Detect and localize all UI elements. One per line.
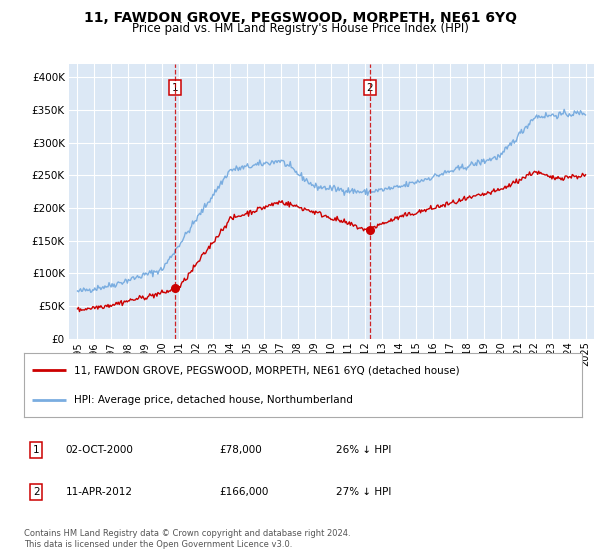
Text: £78,000: £78,000 (220, 445, 262, 455)
Text: 1: 1 (33, 445, 40, 455)
Text: 1: 1 (172, 83, 178, 93)
Text: 26% ↓ HPI: 26% ↓ HPI (337, 445, 392, 455)
Text: 02-OCT-2000: 02-OCT-2000 (66, 445, 134, 455)
Text: 11-APR-2012: 11-APR-2012 (66, 487, 133, 497)
Text: 2: 2 (33, 487, 40, 497)
Text: 2: 2 (367, 83, 373, 93)
Text: HPI: Average price, detached house, Northumberland: HPI: Average price, detached house, Nort… (74, 395, 353, 405)
Text: Price paid vs. HM Land Registry's House Price Index (HPI): Price paid vs. HM Land Registry's House … (131, 22, 469, 35)
Text: 27% ↓ HPI: 27% ↓ HPI (337, 487, 392, 497)
Text: £166,000: £166,000 (220, 487, 269, 497)
Text: 11, FAWDON GROVE, PEGSWOOD, MORPETH, NE61 6YQ: 11, FAWDON GROVE, PEGSWOOD, MORPETH, NE6… (83, 11, 517, 25)
Text: 11, FAWDON GROVE, PEGSWOOD, MORPETH, NE61 6YQ (detached house): 11, FAWDON GROVE, PEGSWOOD, MORPETH, NE6… (74, 365, 460, 375)
Text: Contains HM Land Registry data © Crown copyright and database right 2024.
This d: Contains HM Land Registry data © Crown c… (24, 529, 350, 549)
